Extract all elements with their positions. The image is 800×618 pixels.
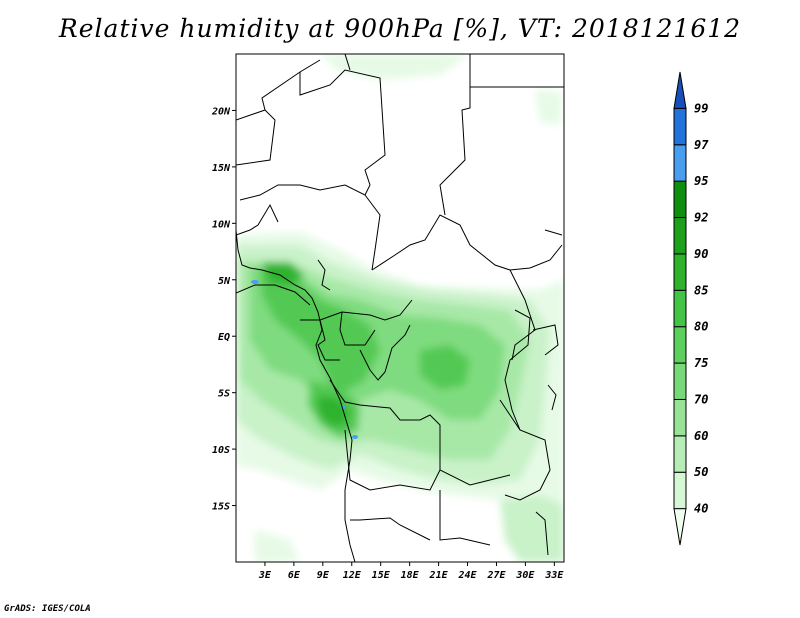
colorbar-bin [673,471,687,510]
lon-tick-label: 30E [515,570,535,581]
colorbar-label: 97 [694,138,709,152]
humidity-zone-90 [318,395,350,426]
colorbar-bin [673,71,687,109]
humidity-zone-90-b [262,262,305,285]
colorbar-bin [673,326,687,364]
map-frame [235,53,565,563]
humidity-shading [236,54,564,562]
lon-tick-label: 33E [544,570,564,581]
colorbar-label: 92 [694,211,708,225]
lon-tick-label: 3E [258,570,272,581]
lat-tick-label: EQ [218,332,230,343]
colorbar-label: 50 [694,465,708,479]
lon-tick-label: 27E [486,570,506,581]
lat-tick-label: 10S [212,445,230,456]
lat-tick-label: 15N [212,163,231,174]
colorbar-label: 75 [694,356,708,370]
colorbar-label: 85 [694,283,708,297]
lat-tick-label: 20N [211,106,231,117]
colorbar-label: 90 [694,247,708,261]
lat-tick-label: 10N [212,219,231,230]
humidity-zone-ne [535,90,562,125]
humidity-spots [251,280,358,439]
lon-tick-label: 18E [401,570,420,581]
colorbar-label: 70 [694,392,708,406]
lon-tick-label: 12E [343,570,362,581]
lat-tick-label: 5S [218,389,230,400]
colorbar-bin [673,144,687,182]
colorbar-bin [673,289,687,328]
colorbar-bin [673,217,687,255]
humidity-zone-north [320,54,470,80]
lon-tick-label: 15E [372,570,391,581]
colorbar-label: 60 [694,429,708,443]
latitude-axis: 20N 15N 10N 5N EQ 5S 10S 15S [211,106,236,513]
colorbar-bin [673,508,687,546]
lon-tick-label: 24E [457,570,477,581]
lon-tick-label: 6E [288,570,301,581]
longitude-axis: 3E 6E 9E 12E 15E 18E 21E 24E 27E 30E 33E [258,562,564,581]
humidity-zone-se [500,495,564,562]
colorbar-bin [673,180,687,219]
country-borders [236,54,564,562]
humidity-zone-85-c [420,345,470,390]
humidity-zone-sw [255,530,300,562]
humidity-zone-85 [260,268,380,392]
colorbar-label: 95 [694,174,708,188]
colorbar-bin [673,398,687,437]
colorbar-bin [673,435,687,473]
colorbar-label: 40 [694,502,708,516]
colorbar-label: 99 [694,101,708,115]
map-title: Relative humidity at 900hPa [%], VT: 201… [58,14,742,43]
colorbar-bin [673,107,687,146]
lat-tick-label: 15S [212,502,230,513]
colorbar-bin [673,253,687,291]
credit-text: GrADS: IGES/COLA [4,604,91,614]
lon-tick-label: 21E [429,570,449,581]
lat-tick-label: 5N [218,276,231,287]
colorbar: 40 50 60 70 75 80 85 90 92 95 97 99 [673,71,709,546]
colorbar-bin [673,362,687,400]
colorbar-label: 80 [694,320,708,334]
lon-tick-label: 9E [317,570,330,581]
